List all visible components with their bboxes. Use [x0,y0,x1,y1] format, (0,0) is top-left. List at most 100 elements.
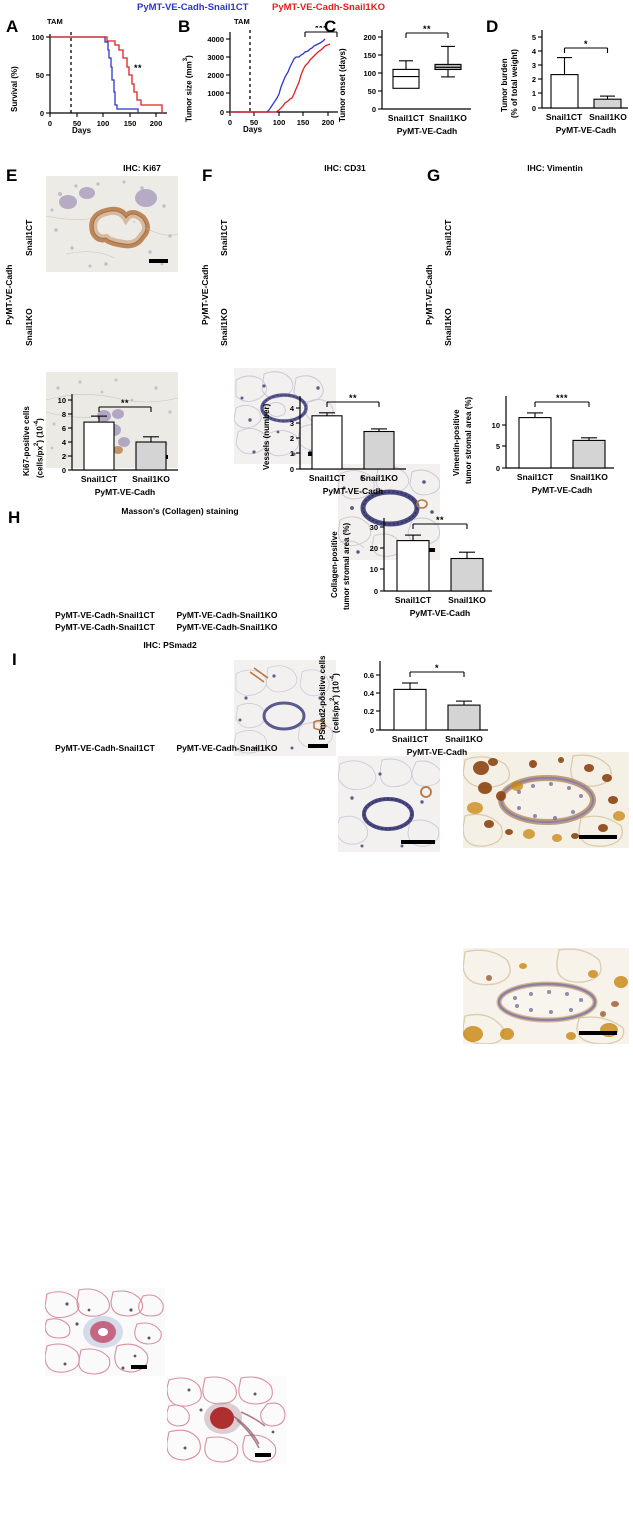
psmad2-unit-b: 2 [330,697,336,701]
svg-text:4: 4 [532,47,537,56]
svg-text:50: 50 [36,71,44,80]
panel-i-top-label-ct: PyMT-VE-Cadh-Snail1CT [55,622,155,632]
svg-text:Snail1KO: Snail1KO [360,473,398,483]
panel-h-scalebar-ct [131,1365,147,1369]
svg-text:0: 0 [228,118,232,127]
panel-g-scalebar-ct [579,835,617,839]
panel-i-image-label-ct: PyMT-VE-Cadh-Snail1CT [55,743,155,753]
svg-text:PyMT-VE-Cadh: PyMT-VE-Cadh [397,126,457,136]
svg-text:100: 100 [273,118,286,127]
svg-text:0.4: 0.4 [364,689,375,698]
svg-text:Snail1CT: Snail1CT [546,112,583,122]
svg-text:1000: 1000 [207,89,224,98]
svg-text:PyMT-VE-Cadh: PyMT-VE-Cadh [95,487,155,497]
svg-text:***: *** [556,393,568,403]
panel-e-title: IHC: Ki67 [123,163,161,173]
panel-h-scalebar-ko [255,1453,271,1457]
svg-text:4: 4 [62,438,67,447]
panel-f-scalebar-3 [308,744,328,748]
psmad2-unit-d: -4 [330,675,336,682]
svg-text:2: 2 [62,452,66,461]
svg-text:**: ** [436,515,444,525]
panel-e-genotype-label: PyMT-VE-Cadh [4,264,14,325]
panel-i-bar-chart: 0.6 0.4 0.2 0 * Snail1CT Snail1KO PyMT-V… [340,645,500,757]
panel-letter-h: H [8,508,21,527]
svg-text:Snail1CT: Snail1CT [395,595,432,605]
panel-h-bar-chart: 30 20 10 0 ** Snail1CT Snail1KO PyMT-VE-… [352,508,502,620]
panel-a-tam-label: TAM [47,17,63,26]
svg-text:3: 3 [290,419,294,428]
panel-e-scalebar-ct [149,259,168,263]
panel-letter-c: C [324,17,337,36]
panel-g-bar-ylabel-1: Vimentin-positive [452,409,461,476]
svg-text:**: ** [349,393,357,403]
panel-h-image-label-ct: PyMT-VE-Cadh-Snail1CT [55,610,155,620]
svg-text:20: 20 [370,544,378,553]
svg-text:Snail1CT: Snail1CT [309,473,346,483]
panel-e-row-label-ct: Snail1CT [24,219,34,256]
ki67-unit-b: 2 [34,442,40,446]
panel-b-ylabel-sup: 3 [183,57,189,62]
panel-g-bar-ylabel-2: tumor stromal area (%) [464,396,473,484]
svg-text:**: ** [423,24,431,34]
svg-text:50: 50 [250,118,258,127]
svg-text:0: 0 [370,726,374,735]
svg-text:3: 3 [532,61,536,70]
panel-b-chart: 4000 3000 2000 1000 0 0 50 100 150 200 *… [192,26,342,136]
svg-text:2: 2 [532,75,536,84]
svg-text:0: 0 [48,119,52,128]
svg-text:4: 4 [290,404,295,413]
panel-g-row-label-ct: Snail1CT [443,219,453,256]
panel-f-bar-ylabel: Vessels (number) [262,403,271,470]
panel-g-image-ct [463,752,629,848]
svg-text:3000: 3000 [207,53,224,62]
panel-h-image-label-ko: PyMT-VE-Cadh-Snail1KO [176,610,278,620]
svg-text:0: 0 [290,465,294,474]
panel-letter-i: I [12,650,17,669]
panel-letter-b: B [178,17,191,36]
panel-i-image-label-ko: PyMT-VE-Cadh-Snail1KO [176,743,278,753]
panel-letter-d: D [486,17,499,36]
svg-text:Snail1CT: Snail1CT [81,474,118,484]
svg-text:0.2: 0.2 [364,707,374,716]
svg-text:30: 30 [370,523,378,532]
svg-text:Snail1CT: Snail1CT [517,472,554,482]
svg-text:Snail1CT: Snail1CT [388,113,425,123]
svg-text:2: 2 [290,434,294,443]
panel-e-row-label-ko: Snail1KO [24,308,34,346]
svg-text:0: 0 [372,105,376,114]
panel-letter-f: F [202,166,213,185]
panel-e-bar-chart: 10 8 6 4 2 0 ** Snail1CT Snail1KO PyMT-V… [44,386,184,498]
svg-text:150: 150 [297,118,310,127]
svg-text:150: 150 [124,119,137,128]
panel-c-ylabel: Tumor onset (days) [338,48,347,122]
ki67-unit-d: -4 [34,420,40,427]
svg-text:Snail1CT: Snail1CT [392,734,429,744]
svg-text:2000: 2000 [207,71,224,80]
panel-h-image-ct [45,1288,165,1376]
svg-text:150: 150 [363,51,376,60]
svg-text:50: 50 [73,119,81,128]
svg-text:1: 1 [290,449,294,458]
svg-text:100: 100 [97,119,110,128]
panel-g-bar-chart: 10 5 0 *** Snail1CT Snail1KO PyMT-VE-Cad… [474,386,624,498]
svg-text:Snail1KO: Snail1KO [589,112,627,122]
svg-text:200: 200 [150,119,163,128]
svg-text:**: ** [121,398,129,408]
panel-f-row-label-ct: Snail1CT [219,219,229,256]
svg-text:PyMT-VE-Cadh: PyMT-VE-Cadh [532,485,592,495]
panel-f-genotype-label: PyMT-VE-Cadh [200,264,210,325]
panel-g-genotype-label: PyMT-VE-Cadh [424,264,434,325]
panel-f-image-ko-left [234,660,336,756]
svg-text:*: * [584,39,588,49]
svg-text:*: * [435,663,439,673]
svg-text:50: 50 [368,87,376,96]
panel-f-image-ko-right [338,756,440,852]
svg-text:200: 200 [363,33,376,42]
panel-g-image-ko [463,948,629,1044]
panel-i-top-label-ko: PyMT-VE-Cadh-Snail1KO [176,622,278,632]
panel-e-image-ct [46,176,178,272]
panel-f-bar-chart: 4 3 2 1 0 ** Snail1CT Snail1KO PyMT-VE-C… [272,386,412,498]
svg-text:PyMT-VE-Cadh: PyMT-VE-Cadh [556,125,616,135]
panel-f-scalebar-4 [401,840,435,844]
